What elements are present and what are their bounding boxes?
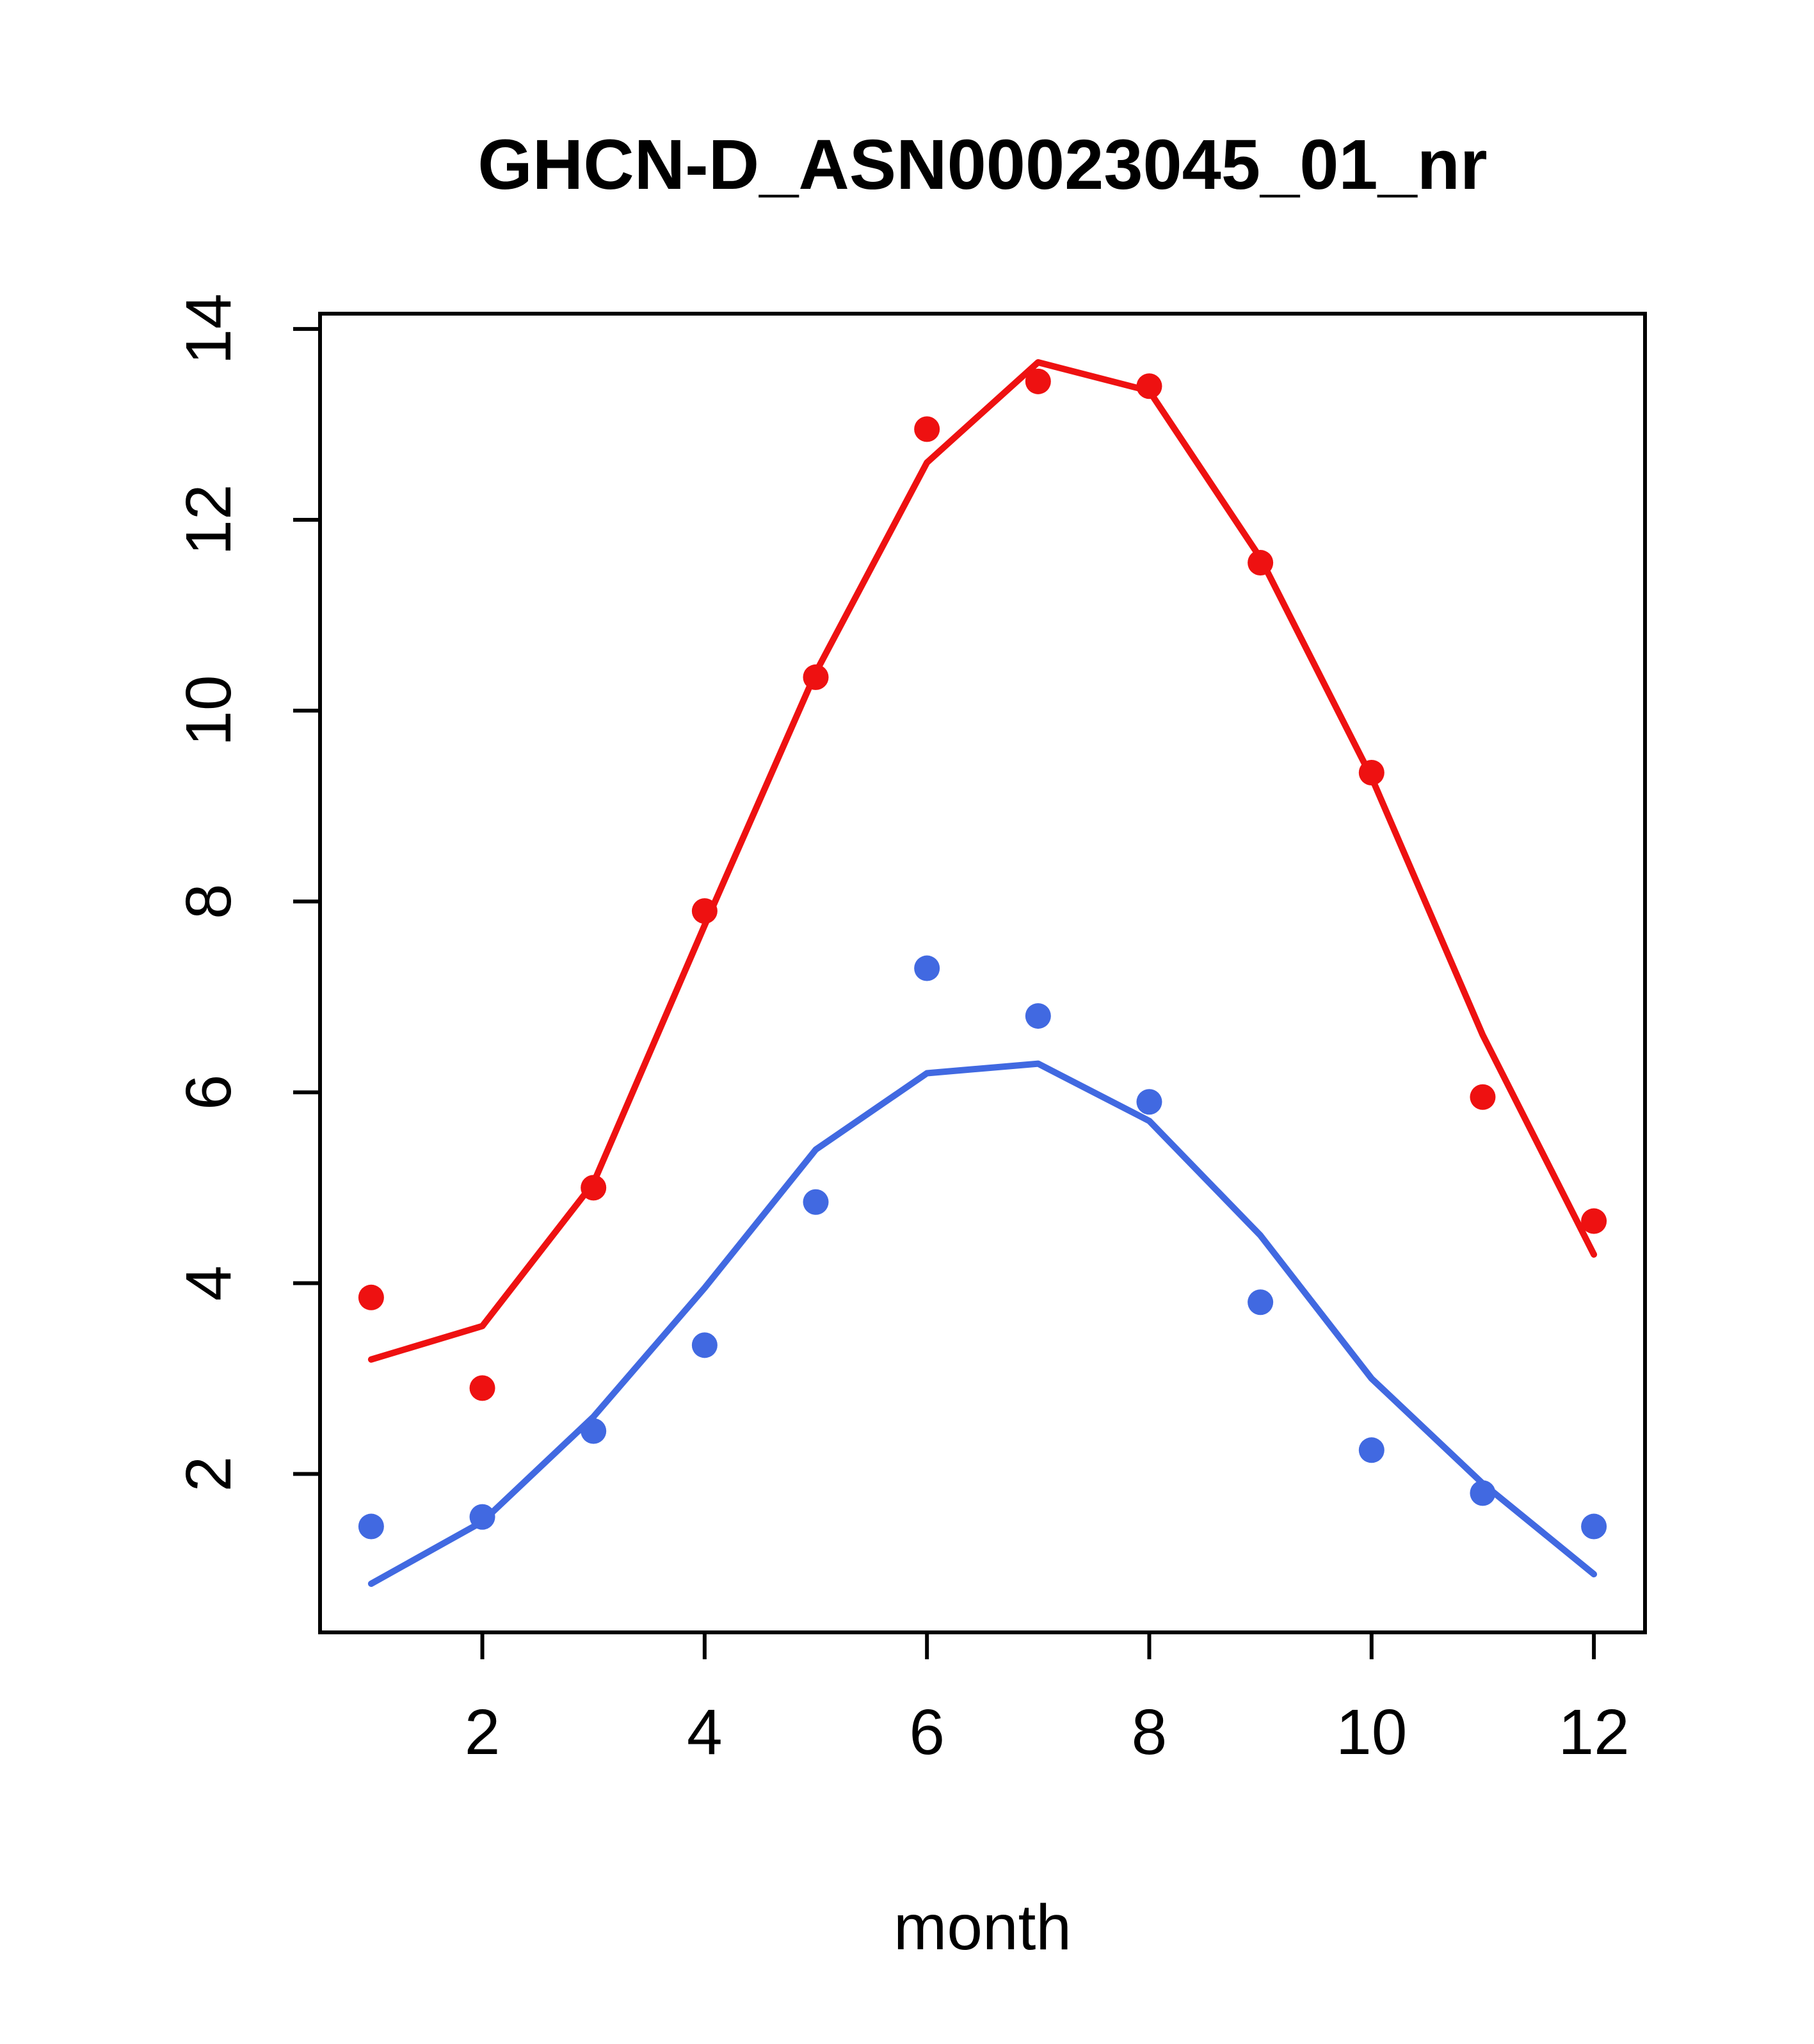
- point-red-observed-points: [1248, 550, 1274, 576]
- x-tick-label: 2: [465, 1696, 501, 1768]
- point-blue-observed-points: [1470, 1480, 1496, 1506]
- x-tick-label: 6: [909, 1696, 945, 1768]
- point-red-observed-points: [469, 1375, 495, 1401]
- point-blue-observed-points: [1581, 1513, 1607, 1540]
- x-tick-label: 12: [1559, 1696, 1630, 1768]
- point-red-observed-points: [803, 664, 829, 690]
- point-red-observed-points: [1470, 1084, 1496, 1110]
- point-blue-observed-points: [914, 955, 940, 981]
- x-tick-label: 4: [687, 1696, 723, 1768]
- point-red-observed-points: [1025, 368, 1051, 394]
- y-tick-label: 14: [173, 293, 245, 364]
- series-red-fit-line: [367, 359, 1598, 1363]
- x-tick-label: 8: [1132, 1696, 1168, 1768]
- y-tick-label: 4: [173, 1266, 245, 1301]
- point-red-observed-points: [1136, 373, 1162, 399]
- point-red-observed-points: [581, 1175, 607, 1201]
- point-red-observed-points: [691, 898, 718, 924]
- y-tick-label: 2: [173, 1456, 245, 1492]
- point-blue-observed-points: [1025, 1003, 1051, 1029]
- y-tick-label: 10: [173, 675, 245, 746]
- point-red-observed-points: [914, 416, 940, 442]
- x-axis-label: month: [894, 1892, 1072, 1963]
- point-blue-observed-points: [469, 1504, 495, 1530]
- y-tick-label: 12: [173, 484, 245, 555]
- point-blue-observed-points: [358, 1513, 384, 1540]
- plot-box: [318, 312, 1647, 1634]
- point-blue-observed-points: [1358, 1437, 1385, 1463]
- point-blue-observed-points: [691, 1332, 718, 1358]
- y-tick-label: 8: [173, 883, 245, 919]
- point-red-observed-points: [358, 1284, 384, 1310]
- point-blue-observed-points: [1136, 1089, 1162, 1115]
- series-blue-fit-line: [367, 1060, 1598, 1587]
- point-blue-observed-points: [581, 1418, 607, 1444]
- x-tick-label: 10: [1336, 1696, 1407, 1768]
- point-red-observed-points: [1358, 759, 1385, 785]
- y-tick-label: 6: [173, 1075, 245, 1111]
- point-red-observed-points: [1581, 1208, 1607, 1234]
- point-blue-observed-points: [1248, 1289, 1274, 1316]
- point-blue-observed-points: [803, 1189, 829, 1215]
- plot-title: GHCN-D_ASN00023045_01_nr: [478, 125, 1488, 204]
